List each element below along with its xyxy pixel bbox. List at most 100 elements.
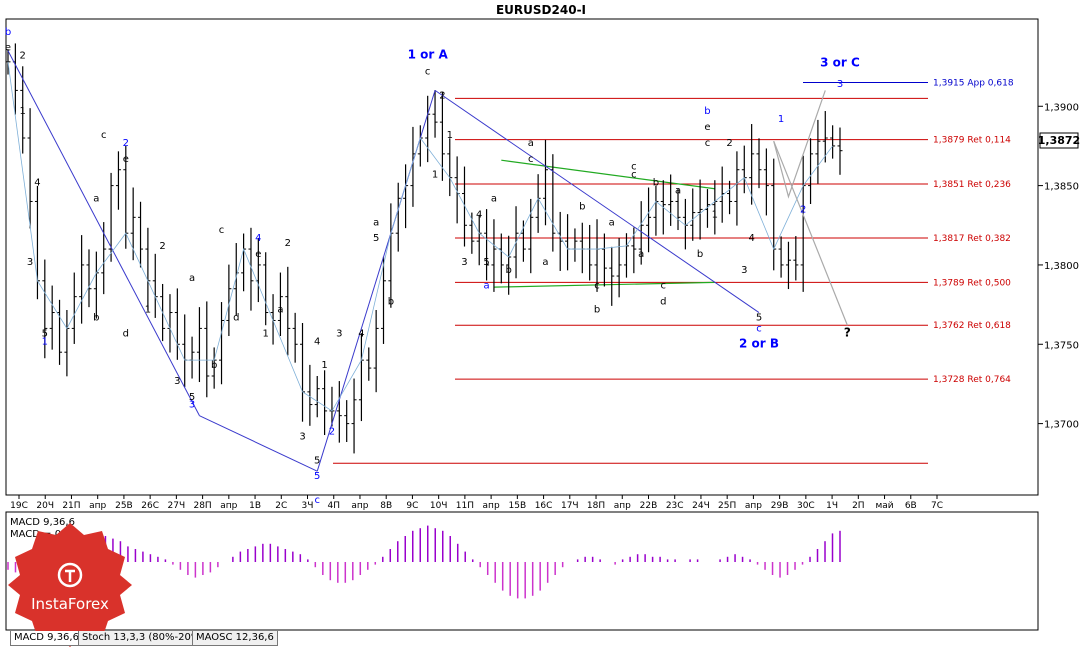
x-tick-label: апр	[483, 501, 500, 511]
wave-line	[434, 89, 760, 313]
wave-label: 5	[314, 471, 320, 482]
x-tick-label: 15В	[509, 501, 527, 511]
wave-label: a	[609, 217, 615, 228]
wave-line	[7, 50, 200, 416]
wave-label: 2	[439, 90, 445, 101]
logo-emblem-icon	[57, 562, 83, 588]
current-price-tag: 1,3872	[1038, 132, 1080, 149]
wave-label: 2	[20, 51, 26, 62]
logo-text: InstaForex	[31, 595, 109, 613]
x-tick-label: 23С	[666, 501, 684, 511]
wave-label: 3	[461, 257, 467, 268]
wave-label: 2	[800, 205, 806, 216]
wave-label: c	[661, 281, 667, 292]
wave-label: 4	[748, 233, 754, 244]
wave-label: c	[528, 154, 534, 165]
wave-label: 1	[145, 305, 151, 316]
x-tick-label: 8В	[380, 501, 392, 511]
wave-label: 1	[447, 130, 453, 141]
x-tick-label: 11П	[456, 501, 474, 511]
x-tick-label: 2С	[275, 501, 287, 511]
wave-label: 5	[189, 392, 195, 403]
wave-label: e	[123, 154, 129, 165]
x-tick-label: 29В	[771, 501, 789, 511]
wave-label: a	[189, 273, 195, 284]
wave-label: 4	[476, 209, 482, 220]
x-tick-label: 25П	[718, 501, 736, 511]
x-tick-label: апр	[89, 501, 106, 511]
wave-label: 2	[159, 241, 165, 252]
wave-label: a	[675, 186, 681, 197]
wave-label: 3	[27, 257, 33, 268]
x-tick-label: апр	[614, 501, 631, 511]
wave-label: 3 or C	[820, 56, 860, 70]
x-tick-label: апр	[745, 501, 762, 511]
fib-level-label: 1,3915 App 0,618	[933, 78, 1014, 88]
wave-label: 2	[726, 138, 732, 149]
wave-label: c	[756, 324, 762, 335]
x-tick-label: 10Ч	[430, 501, 448, 511]
x-tick-label: 4П	[327, 501, 340, 511]
wave-label: 2	[329, 427, 335, 438]
instaforex-logo: InstaForex	[8, 523, 132, 647]
x-tick-label: май	[875, 501, 893, 511]
x-tick-label: 27Ч	[168, 501, 186, 511]
wave-label: c	[314, 495, 320, 506]
wave-label: 3	[336, 328, 342, 339]
y-tick-label: 1,3800	[1044, 261, 1079, 272]
wave-label: d	[123, 328, 129, 339]
wave-label: c	[101, 130, 107, 141]
wave-label: a	[93, 193, 99, 204]
x-tick-label: 28П	[193, 501, 211, 511]
x-tick-label: апр	[220, 501, 237, 511]
fib-level-label: 1,3762 Ret 0,618	[933, 321, 1011, 331]
fib-level-label: 1,3789 Ret 0,500	[933, 278, 1011, 288]
macd-label: MACD 9,36,6	[10, 517, 75, 528]
y-tick-label: 1,3700	[1044, 420, 1079, 431]
wave-label: 5	[42, 328, 48, 339]
tab-maosc[interactable]: MAOSC 12,36,6	[192, 631, 278, 646]
wave-label: 2 or B	[739, 336, 779, 350]
wave-label: 3	[174, 376, 180, 387]
wave-label: 1	[432, 170, 438, 181]
chart-title: EURUSD240-I	[496, 3, 586, 17]
wave-label: b	[594, 305, 600, 316]
x-tick-label: 17Ч	[561, 501, 579, 511]
projection-alt-path	[773, 140, 848, 326]
x-tick-label: 18П	[587, 501, 605, 511]
wave-label: b	[579, 201, 585, 212]
wave-label: c	[594, 281, 600, 292]
wave-label: a	[277, 305, 283, 316]
wave-label: 1	[712, 209, 718, 220]
wave-label: b	[505, 265, 511, 276]
x-tick-label: 26С	[141, 501, 159, 511]
wave-label: c	[631, 162, 637, 173]
projection-path	[773, 90, 826, 199]
wave-label: 1 or A	[408, 48, 449, 62]
tab-macd[interactable]: MACD 9,36,6	[10, 631, 83, 646]
wave-label: a	[542, 257, 548, 268]
x-tick-label: 20Ч	[36, 501, 54, 511]
tab-stoch[interactable]: Stoch 13,3,3 (80%-20%)	[78, 631, 209, 646]
wave-label: 3	[741, 265, 747, 276]
wave-label: 1	[778, 114, 784, 125]
wave-label: 5	[756, 312, 762, 323]
y-tick-label: 1,3850	[1044, 182, 1079, 193]
wave-label: a	[528, 138, 534, 149]
x-tick-label: 1В	[249, 501, 261, 511]
wave-label: a	[373, 217, 379, 228]
wave-label: 2	[285, 238, 291, 249]
wave-label: 3	[189, 400, 195, 411]
wave-label: ?	[844, 325, 851, 339]
x-tick-label: 22В	[640, 501, 658, 511]
fib-level-label: 1,3817 Ret 0,382	[933, 234, 1011, 244]
fib-level-label: 1,3879 Ret 0,114	[933, 136, 1011, 146]
x-tick-label: 3Ч	[302, 501, 314, 511]
x-tick-label: 21П	[62, 501, 80, 511]
wave-label: a	[638, 249, 644, 260]
wave-label: 3	[837, 79, 843, 90]
wave-label: b	[388, 297, 394, 308]
wave-label: 5	[373, 233, 379, 244]
